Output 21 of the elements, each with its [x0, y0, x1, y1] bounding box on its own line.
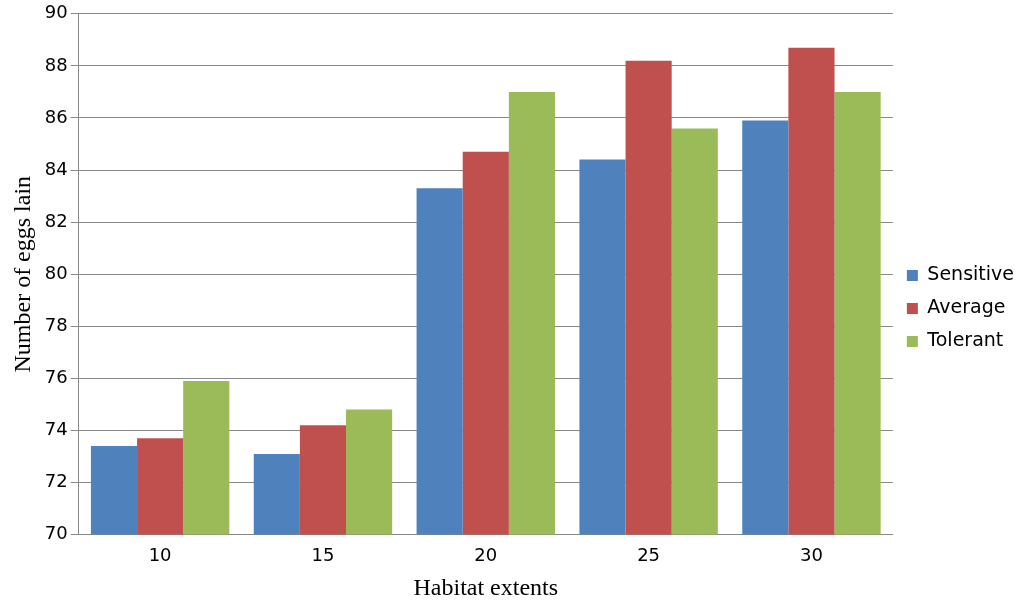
x-tick-label: 15 — [311, 544, 335, 566]
x-tick-label: 25 — [637, 544, 661, 566]
y-tick-label: 88 — [44, 53, 68, 75]
x-tick-label: 30 — [800, 544, 823, 566]
legend-label: Average — [927, 295, 1006, 318]
y-tick-label: 72 — [44, 470, 68, 492]
y-tick-label: 78 — [44, 313, 68, 335]
y-tick-label: 82 — [44, 209, 68, 231]
y-tick-label: 70 — [44, 522, 68, 544]
y-tick-label: 84 — [44, 157, 68, 179]
legend-label: Sensitive — [927, 262, 1015, 285]
y-tick-label: 76 — [44, 366, 68, 388]
legend-label: Tolerant — [926, 328, 1004, 351]
y-tick-label: 74 — [44, 418, 68, 440]
x-tick-label: 10 — [148, 544, 172, 566]
y-tick-label: 80 — [44, 261, 68, 283]
y-tick-label: 86 — [44, 105, 68, 127]
y-axis-title: Number of eggs lain — [8, 175, 35, 373]
x-axis-title: Habitat extents — [413, 573, 559, 600]
x-tick-label: 20 — [474, 544, 498, 566]
y-tick-label: 90 — [44, 1, 68, 23]
